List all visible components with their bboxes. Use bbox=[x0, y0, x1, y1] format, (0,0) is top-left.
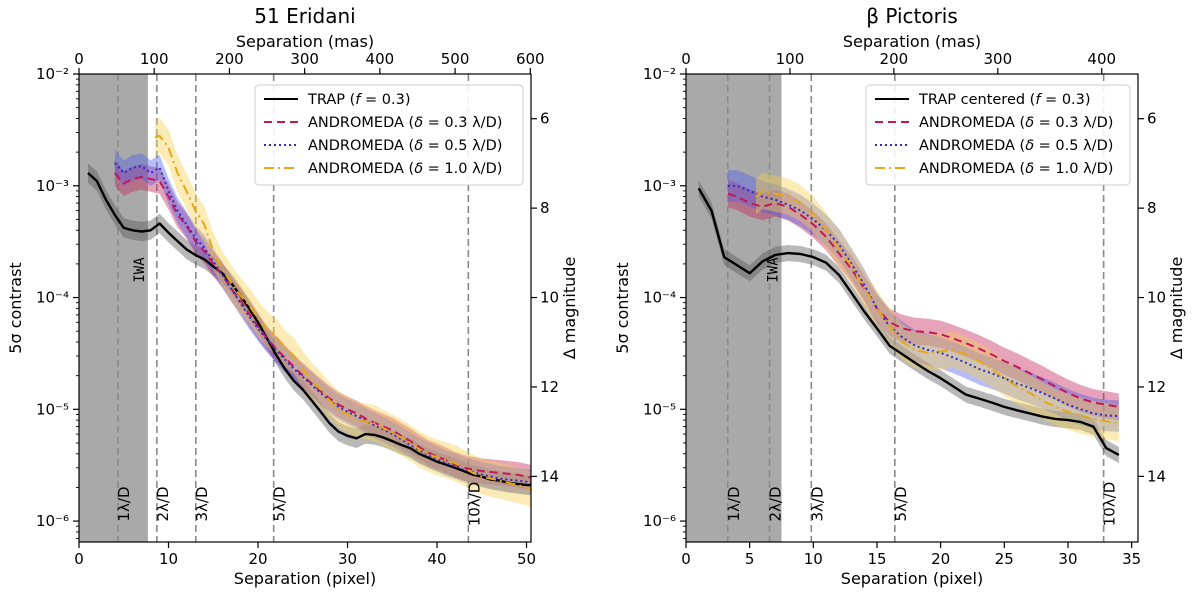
panel-1-top-tick-label-3: 300 bbox=[983, 50, 1012, 68]
panel-0-ytick-label-0: 10⁻⁶ bbox=[36, 512, 69, 530]
panel-0-xtick-label-2: 20 bbox=[248, 550, 267, 568]
panel-1-xtick-label-1: 5 bbox=[745, 550, 755, 568]
panel-1-ylabel-right: Δ magnitude bbox=[1167, 257, 1186, 360]
panel-1-ytick-label-0: 10⁻⁶ bbox=[643, 512, 676, 530]
panel-0-xtick-label-0: 0 bbox=[74, 550, 84, 568]
panel-1-vline-label-2: 3λ/D bbox=[808, 486, 826, 521]
panel-1-series-3-band bbox=[756, 172, 1119, 442]
panel-1-legend-label-3: ANDROMEDA (δ = 1.0 λ/D) bbox=[919, 161, 1113, 177]
panel-0-ytick-label-2: 10⁻⁴ bbox=[36, 289, 69, 307]
panel-0-top-tick-label-3: 300 bbox=[290, 50, 319, 68]
panel-1-xtick-label-2: 10 bbox=[804, 550, 823, 568]
panel-0-title: 51 Eridani bbox=[254, 4, 355, 28]
panel-1-series-0-line bbox=[697, 187, 1120, 457]
panel-0-series-1-line bbox=[114, 172, 531, 479]
panel-0-series-3-line bbox=[154, 134, 531, 491]
panel-0-legend-label-1: ANDROMEDA (δ = 0.3 λ/D) bbox=[308, 115, 502, 131]
panel-1-mag-tick-label-1: 8 bbox=[1147, 199, 1157, 217]
panel-1-vline-label-1: 2λ/D bbox=[767, 486, 785, 521]
panel-0-vline-label-4: 10λ/D bbox=[465, 482, 483, 527]
panel-0-vline-label-1: 2λ/D bbox=[154, 486, 172, 521]
panel-1-ylabel: 5σ contrast bbox=[613, 262, 632, 353]
panel-1-top-tick-label-0: 0 bbox=[681, 50, 691, 68]
panel-0-top-tick-label-4: 400 bbox=[366, 50, 395, 68]
panel-0-legend-label-2: ANDROMEDA (δ = 0.5 λ/D) bbox=[308, 138, 502, 154]
panel-1-vline-label-4: 10λ/D bbox=[1101, 482, 1119, 527]
panel-0-iwa-label: IWA bbox=[132, 257, 148, 283]
panel-1-top-tick-label-4: 400 bbox=[1087, 50, 1116, 68]
panel-0-top-tick-label-6: 600 bbox=[516, 50, 545, 68]
panel-1-xlabel: Separation (pixel) bbox=[841, 569, 983, 588]
panel-0-xtick-label-5: 50 bbox=[517, 550, 536, 568]
panel-0-ylabel: 5σ contrast bbox=[6, 262, 25, 353]
panel-0-vline-label-2: 3λ/D bbox=[193, 486, 211, 521]
panel-0-top-tick-label-2: 200 bbox=[215, 50, 244, 68]
panel-1-legend-label-2: ANDROMEDA (δ = 0.5 λ/D) bbox=[919, 138, 1113, 154]
panel-1-xtick-label-3: 15 bbox=[867, 550, 886, 568]
panel-1-xtick-label-7: 35 bbox=[1122, 550, 1141, 568]
panel-1-top-tick-label-2: 200 bbox=[880, 50, 909, 68]
panel-0-xlabel-top: Separation (mas) bbox=[236, 32, 374, 51]
panel-1-ytick-label-4: 10⁻² bbox=[643, 65, 676, 83]
panel-0-legend: TRAP (f = 0.3) ANDROMEDA (δ = 0.3 λ/D) AND… bbox=[254, 84, 524, 186]
panel-1-series-1-band bbox=[728, 180, 1119, 421]
panel-1-top-tick-label-1: 100 bbox=[776, 50, 805, 68]
panel-1-series-0-band bbox=[698, 180, 1119, 464]
panel-0-legend-label-0: TRAP (f = 0.3) bbox=[307, 92, 410, 108]
panel-1-mag-tick-label-0: 6 bbox=[1147, 110, 1157, 128]
panel-1-legend-label-1: ANDROMEDA (δ = 0.3 λ/D) bbox=[919, 115, 1113, 131]
panel-0-top-tick-label-0: 0 bbox=[74, 50, 84, 68]
panel-0-mag-tick-label-4: 14 bbox=[540, 467, 559, 485]
panel-1-series-3-line bbox=[755, 189, 1120, 425]
panel-1-xtick-label-5: 25 bbox=[995, 550, 1014, 568]
panel-1-legend: TRAP centered (f = 0.3) ANDROMEDA (δ = 0.… bbox=[865, 84, 1131, 186]
panel-0-ytick-label-4: 10⁻² bbox=[36, 65, 69, 83]
panel-1-xtick-label-6: 30 bbox=[1058, 550, 1077, 568]
panel-1-ytick-label-2: 10⁻⁴ bbox=[643, 289, 676, 307]
panel-1-xlabel-top: Separation (mas) bbox=[843, 32, 981, 51]
panel-0-xlabel: Separation (pixel) bbox=[234, 569, 376, 588]
panel-1-mag-tick-label-3: 12 bbox=[1147, 378, 1166, 396]
panel-1-xtick-label-4: 20 bbox=[931, 550, 950, 568]
panel-0-mag-tick-label-2: 10 bbox=[540, 289, 559, 307]
panel-1-xtick-label-0: 0 bbox=[681, 550, 691, 568]
panel-0-mag-tick-label-1: 8 bbox=[540, 199, 550, 217]
panel-0-ytick-label-3: 10⁻³ bbox=[36, 177, 69, 195]
panel-0-xtick-label-1: 10 bbox=[159, 550, 178, 568]
panel-1-iwa-region bbox=[686, 74, 782, 542]
panel-1-mag-tick-label-2: 10 bbox=[1147, 289, 1166, 307]
panel-1-vline-label-3: 5λ/D bbox=[892, 486, 910, 521]
panel-0-vline-label-0: 1λ/D bbox=[115, 486, 133, 521]
panel-1-ytick-label-1: 10⁻⁵ bbox=[643, 400, 676, 418]
panel-1-series-2-line bbox=[728, 184, 1119, 418]
panel-0-series-3-band bbox=[155, 117, 531, 509]
panel-1-title: β Pictoris bbox=[866, 4, 958, 28]
panel-0-xtick-label-4: 40 bbox=[427, 550, 446, 568]
panel-0-top-tick-label-5: 500 bbox=[441, 50, 470, 68]
panel-0-mag-tick-label-3: 12 bbox=[540, 378, 559, 396]
panel-1-iwa-label: IWA bbox=[765, 257, 781, 283]
panel-0-xtick-label-3: 30 bbox=[338, 550, 357, 568]
panel-1-legend-label-0: TRAP centered (f = 0.3) bbox=[918, 92, 1091, 108]
panel-0-iwa-region bbox=[79, 74, 148, 542]
panel-1-series-1-line bbox=[727, 192, 1120, 408]
panel-0-vline-label-3: 5λ/D bbox=[271, 486, 289, 521]
panel-0-legend-label-3: ANDROMEDA (δ = 1.0 λ/D) bbox=[308, 161, 502, 177]
panel-0-series-2-line bbox=[114, 162, 531, 484]
panel-0-series-0-line bbox=[87, 172, 531, 487]
panel-1-vline-label-0: 1λ/D bbox=[725, 486, 743, 521]
panel-0-top-tick-label-1: 100 bbox=[140, 50, 169, 68]
panel-1-ytick-label-3: 10⁻³ bbox=[643, 177, 676, 195]
panel-1-mag-tick-label-4: 14 bbox=[1147, 467, 1166, 485]
panel-0-ytick-label-1: 10⁻⁵ bbox=[36, 400, 69, 418]
panel-0-ylabel-right: Δ magnitude bbox=[560, 257, 579, 360]
panel-0-mag-tick-label-0: 6 bbox=[540, 110, 550, 128]
